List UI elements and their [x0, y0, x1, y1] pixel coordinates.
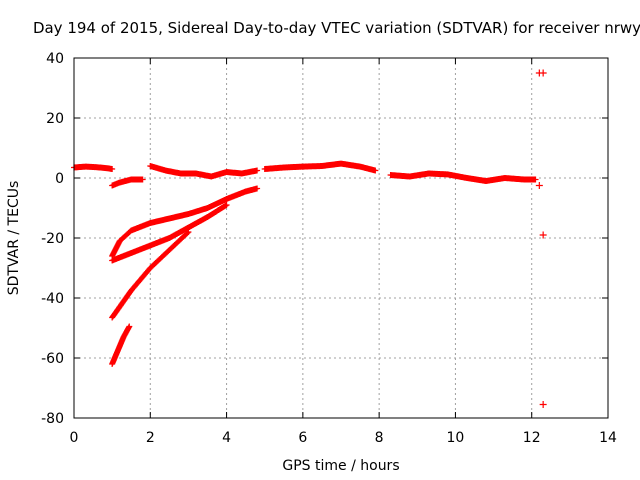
y-tick-label: -20 [41, 231, 64, 247]
x-axis-label: GPS time / hours [282, 458, 399, 474]
y-tick-label: 0 [55, 171, 64, 187]
x-tick-label: 12 [523, 430, 541, 446]
series-main-band-b [147, 163, 261, 180]
x-tick-label: 6 [298, 430, 307, 446]
series-main-band-a [71, 163, 116, 172]
x-tick-label: 0 [70, 430, 79, 446]
data-points [71, 69, 547, 408]
y-tick-label: 20 [46, 111, 64, 127]
series-main-band-d [387, 170, 539, 184]
x-tick-label: 8 [375, 430, 384, 446]
y-tick-label: -80 [41, 411, 64, 427]
series-arc-middle [109, 202, 230, 264]
y-tick-label: -40 [41, 291, 64, 307]
y-tick-label: 40 [46, 51, 64, 67]
series-arc-lowest [109, 323, 133, 367]
x-tick-label: 4 [222, 430, 231, 446]
chart-title: Day 194 of 2015, Sidereal Day-to-day VTE… [33, 19, 640, 37]
x-tick-label: 10 [447, 430, 465, 446]
series-isolated-points [535, 69, 547, 408]
y-axis-label: SDTVAR / TECUs [6, 181, 22, 296]
series-arc-lower [109, 229, 192, 321]
y-tick-label: -60 [41, 351, 64, 367]
series-short-arc-1 [109, 176, 146, 189]
series-main-band-c [261, 160, 379, 174]
axis-ticks: 0 2 4 6 8 10 12 14 -80 -60 -40 -20 0 20 40 [41, 51, 617, 446]
x-tick-label: 2 [146, 430, 155, 446]
grid-lines [74, 58, 608, 418]
series-arc-upper [109, 185, 261, 259]
x-tick-label: 14 [599, 430, 617, 446]
